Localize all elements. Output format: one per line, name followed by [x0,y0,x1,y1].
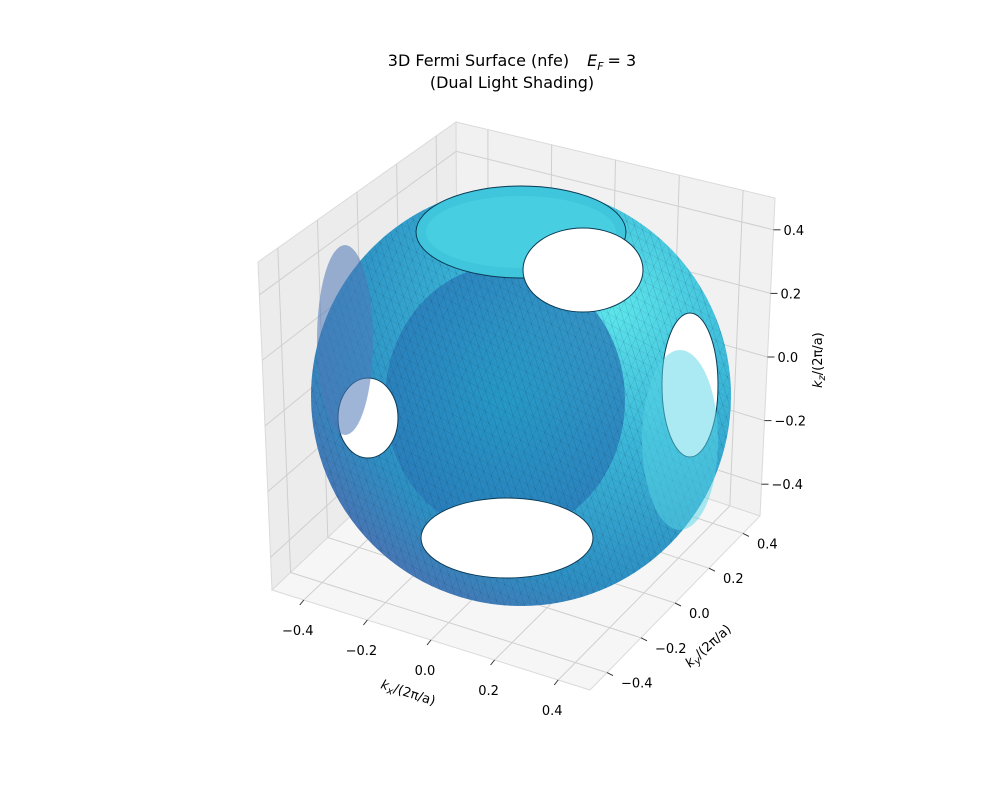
y-tick-label: 0.2 [723,572,744,587]
tick-mark [606,672,614,677]
z-gridline-left [259,150,457,296]
tick-mark [742,532,750,537]
tick-mark [674,602,682,607]
chart-title-line2: (Dual Light Shading) [430,73,594,92]
x-tick-label: −0.2 [346,644,378,659]
neck-opening-upper-right [522,227,644,313]
y-tick-label: −0.2 [655,642,687,657]
y-tick-label: −0.4 [621,677,653,692]
y-tick-label: 0.4 [757,537,778,552]
z-tick-labels: −0.4 −0.2 0.0 0.2 0.4 [772,224,807,493]
tick-mark [299,599,305,606]
y-gridline [290,572,608,674]
z-tick-label: 0.2 [781,287,802,302]
neck-rim-left [317,245,373,435]
y-tick-labels: −0.4 −0.2 0.0 0.2 0.4 [621,537,778,691]
z-tick-label: −0.4 [772,478,804,493]
neck-rim-right [642,350,718,530]
x-axis-label: kx/(2π/a) [378,678,437,712]
z-tick-label: −0.2 [775,415,807,430]
z-tick-label: 0.0 [778,351,799,366]
y-tick-label: 0.0 [689,607,710,622]
tick-mark [426,639,432,646]
x-tick-labels: −0.4 −0.2 0.0 0.2 0.4 [282,624,563,719]
tick-mark [640,637,648,642]
x-tick-label: 0.0 [415,664,436,679]
tick-mark [553,679,559,686]
tick-mark [490,659,495,666]
tick-mark [708,567,716,572]
tick-mark [363,619,368,626]
x-tick-label: −0.4 [282,624,314,639]
fermi-surface [311,185,731,606]
z-gridline-back [456,150,774,231]
x-tick-label: 0.4 [542,704,563,719]
z-axis-label: kz/(2π/a) [811,332,828,388]
neck-opening-bottom [420,497,594,579]
z-tick-label: 0.4 [784,224,805,239]
y-axis-label: ky/(2π/a) [683,622,736,672]
x-tick-label: 0.2 [478,684,499,699]
chart-title-line1: 3D Fermi Surface (nfe) EF = 3 [388,51,636,73]
